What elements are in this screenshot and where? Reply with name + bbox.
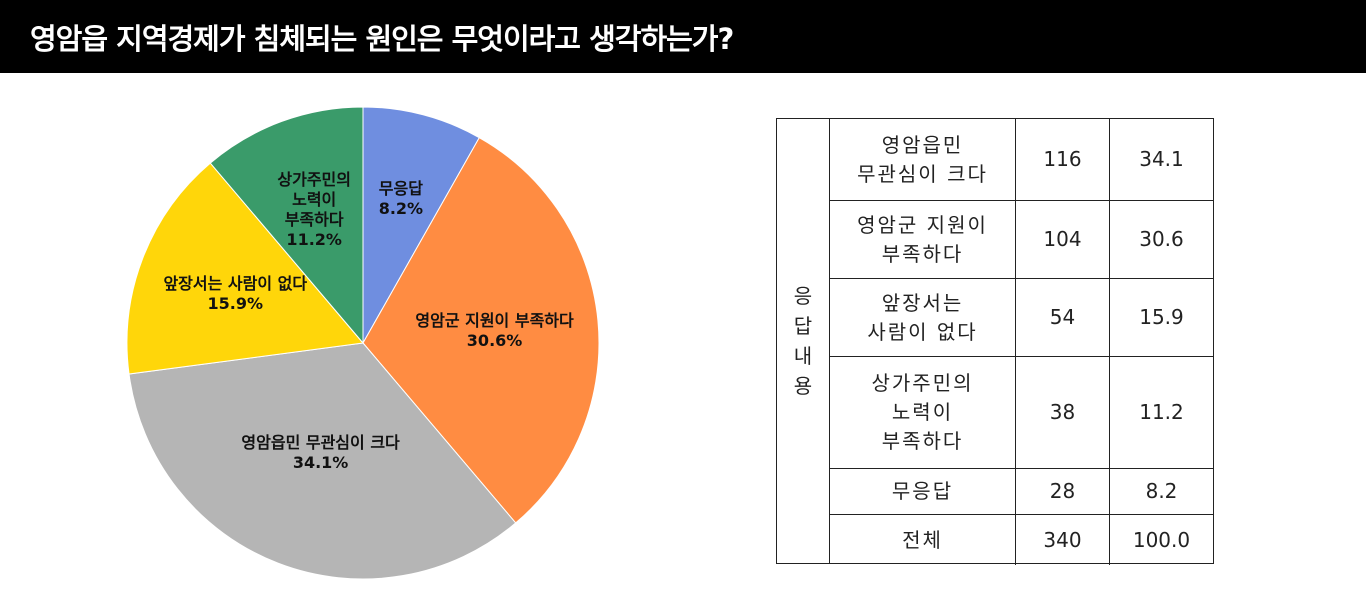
table-cell-count: 28 [1016,469,1110,514]
response-table: 응답내용 영암읍민 무관심이 크다 116 34.1 영암군 지원이 부족하다 104 3… [776,118,1214,565]
table-rows: 영암읍민 무관심이 크다 116 34.1 영암군 지원이 부족하다 104 30.6 앞장… [830,119,1213,565]
table-cell-percent: 30.6 [1139,227,1184,251]
pie-slice-label-0: 무응답 8.2% [378,179,424,219]
table-row: 앞장서는 사람이 없다 54 15.9 [830,279,1213,357]
table-cell-count: 38 [1016,357,1110,468]
pie-chart: 무응답 8.2% 영암군 지원이 부족하다 30.6% 영암읍민 무관심이 크다 3… [120,100,606,586]
table-cell-percent: 11.2 [1139,400,1184,424]
table-cell-label: 앞장서는 사람이 없다 [830,279,1016,356]
title-bar: 영암읍 지역경제가 침체되는 원인은 무엇이라고 생각하는가? [0,0,1366,73]
pie-slice-4 [209,106,364,345]
table-cell-label: 영암읍민 무관심이 크다 [830,119,1016,200]
pie-slice-label-2: 영암읍민 무관심이 크다 34.1% [241,433,400,473]
pie-slice-2 [128,342,517,580]
table-row: 상가주민의 노력이 부족하다 38 11.2 [830,357,1213,469]
table-cell-label: 전체 [830,515,1016,565]
table-cell-label: 무응답 [830,469,1016,514]
table-row: 무응답 28 8.2 [830,469,1213,515]
table-row: 영암읍민 무관심이 크다 116 34.1 [830,119,1213,201]
pie-chart-svg [126,106,600,580]
pie-slice-3 [126,162,364,375]
table-row: 영암군 지원이 부족하다 104 30.6 [830,201,1213,279]
table-cell-percent: 8.2 [1145,479,1178,503]
table-cell-percent: 34.1 [1139,147,1184,171]
side-header-label: 응답내용 [793,284,813,398]
table-cell-percent: 15.9 [1139,305,1184,329]
table-cell-count: 340 [1016,515,1110,565]
table-side-header: 응답내용 [777,119,830,563]
pie-slice-label-1: 영암군 지원이 부족하다 30.6% [415,310,574,350]
table-cell-count: 116 [1016,119,1110,200]
table-cell-label: 상가주민의 노력이 부족하다 [830,357,1016,468]
table-cell-label: 영암군 지원이 부족하다 [830,201,1016,278]
pie-slice-label-4: 상가주민의 노력이 부족하다 11.2% [277,170,351,250]
table-row: 전체 340 100.0 [830,515,1213,565]
pie-slice-label-3: 앞장서는 사람이 없다 15.9% [163,273,308,313]
pie-slice-0 [362,106,480,345]
table-cell-count: 54 [1016,279,1110,356]
pie-slice-1 [362,136,600,524]
table-cell-percent: 100.0 [1132,527,1191,552]
table-cell-count: 104 [1016,201,1110,278]
page-title: 영암읍 지역경제가 침체되는 원인은 무엇이라고 생각하는가? [30,21,734,56]
